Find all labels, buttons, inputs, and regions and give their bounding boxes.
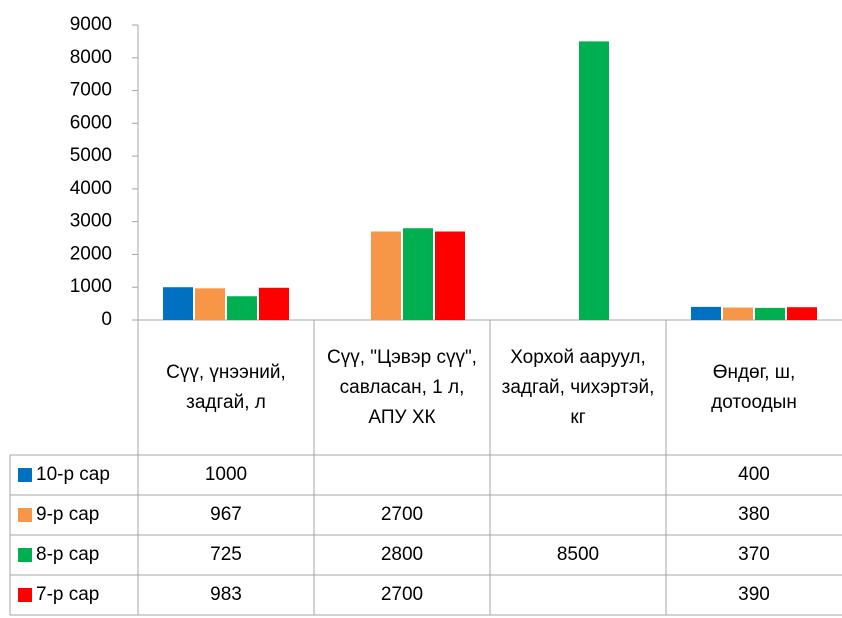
legend-label: 9-р сар xyxy=(36,504,100,525)
bar xyxy=(195,288,225,320)
table-value xyxy=(490,575,666,615)
category-label: Өндөг, ш, дотоодын xyxy=(711,361,797,413)
bar xyxy=(403,228,433,320)
table-value: 400 xyxy=(738,464,770,485)
y-tick-label: 1000 xyxy=(70,276,112,297)
table-value: 1000 xyxy=(204,464,248,485)
bar xyxy=(371,231,401,320)
legend-swatch xyxy=(18,468,32,482)
bar xyxy=(579,41,609,321)
bar xyxy=(259,287,289,320)
table-value xyxy=(314,455,490,495)
y-tick-label: 6000 xyxy=(70,112,112,133)
table-value: 983 xyxy=(210,584,242,605)
legend-swatch xyxy=(18,588,32,602)
category-label: Сүү, "Цэвэр сүү", савласан, 1 л, АПУ ХК xyxy=(327,346,477,428)
bar xyxy=(691,306,721,320)
legend-label: 8-р сар xyxy=(36,544,100,565)
legend-label: 10-р сар xyxy=(36,464,110,485)
table-value: 390 xyxy=(738,584,770,605)
y-tick-label: 9000 xyxy=(70,14,112,35)
y-tick-label: 5000 xyxy=(70,145,112,166)
legend-swatch xyxy=(18,548,32,562)
bar xyxy=(787,307,817,320)
y-tick-label: 7000 xyxy=(70,80,112,101)
table-value: 967 xyxy=(210,504,242,525)
y-tick-label: 0 xyxy=(101,309,112,330)
legend-label: 7-р сар xyxy=(36,584,100,605)
table-value: 370 xyxy=(738,544,770,565)
table-value: 380 xyxy=(738,504,770,525)
y-tick-label: 3000 xyxy=(70,211,112,232)
legend-swatch xyxy=(18,508,32,522)
y-tick-label: 8000 xyxy=(70,47,112,68)
bar xyxy=(723,307,753,320)
table-value: 2700 xyxy=(380,584,424,605)
bar xyxy=(227,296,257,320)
bar xyxy=(755,307,785,320)
bar xyxy=(435,231,465,320)
y-tick-label: 2000 xyxy=(70,243,112,264)
y-tick-label: 4000 xyxy=(70,178,112,199)
legend-entry: 8-р сар xyxy=(10,535,138,575)
legend-entry: 9-р сар xyxy=(10,495,138,535)
table-value: 725 xyxy=(210,544,242,565)
legend-entry: 10-р сар xyxy=(10,455,138,495)
table-value xyxy=(490,495,666,535)
table-value xyxy=(490,455,666,495)
category-label: Хорхой ааруул, задгай, чихэртэй, кг xyxy=(501,346,655,428)
category-label: Сүү, үнээний, задгай, л xyxy=(166,361,286,413)
table-value: 2700 xyxy=(380,504,424,525)
table-value: 8500 xyxy=(556,544,600,565)
legend-entry: 7-р сар xyxy=(10,575,138,615)
table-value: 2800 xyxy=(380,544,424,565)
bar xyxy=(163,287,193,320)
